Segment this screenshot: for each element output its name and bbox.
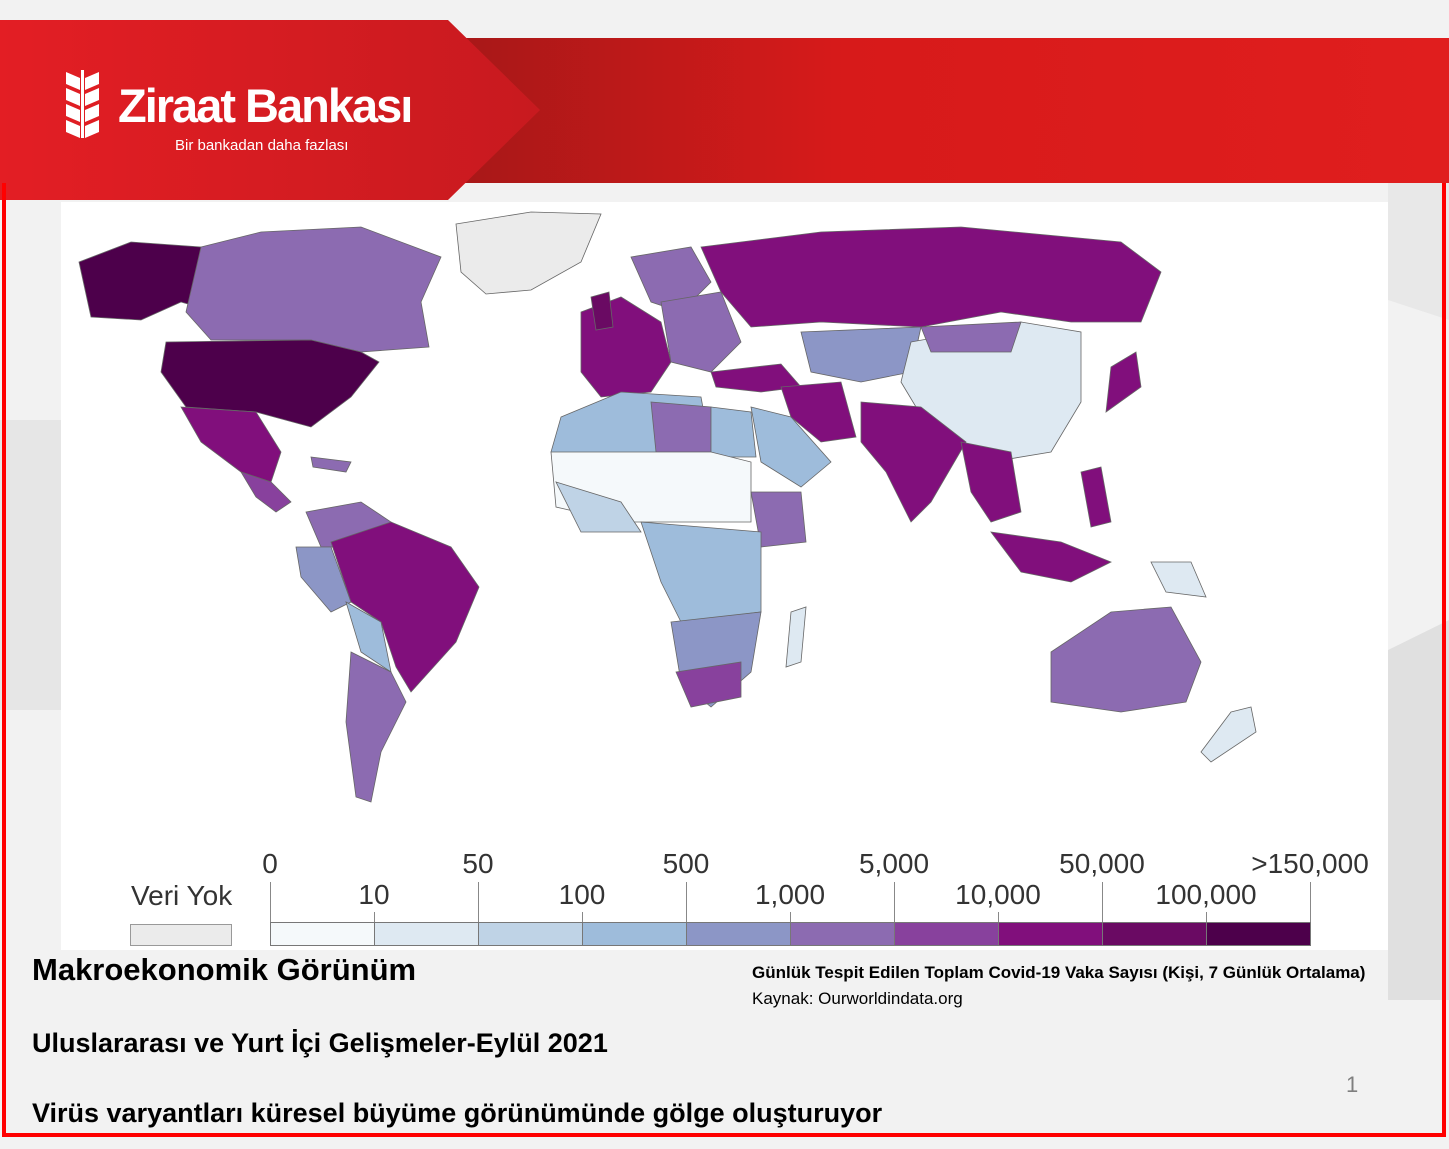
region-south-africa <box>675 661 742 708</box>
region-russia <box>700 226 1162 328</box>
region-greenland <box>455 211 602 295</box>
region-central-america <box>240 471 292 513</box>
region-brazil <box>330 521 480 693</box>
legend-color-cell <box>1206 922 1311 946</box>
brand-tagline: Bir bankadan daha fazlası <box>175 137 349 154</box>
legend-lower-label: 100,000 <box>1155 879 1257 910</box>
legend-tick <box>270 882 271 922</box>
legend-tick <box>686 882 687 922</box>
legend-lower-label: 10,000 <box>955 879 1041 910</box>
legend-tick <box>478 882 479 922</box>
legend-tick <box>1102 882 1103 922</box>
region-uk <box>590 291 614 331</box>
map-caption: Günlük Tespit Edilen Toplam Covid-19 Vak… <box>752 963 1366 982</box>
legend-tick <box>1206 912 1207 922</box>
region-mongolia <box>920 321 1022 353</box>
legend-lower-label: 1,000 <box>754 879 826 910</box>
slide-title: Makroekonomik Görünüm <box>32 952 417 987</box>
legend-color-cell <box>374 922 479 946</box>
region-new-zealand <box>1200 706 1257 763</box>
legend-color-cell <box>582 922 687 946</box>
legend-tick <box>582 912 583 922</box>
region-canada <box>185 226 442 353</box>
legend-upper-label: 50 <box>462 848 494 879</box>
legend-color-cell <box>894 922 999 946</box>
legend-tick <box>1310 882 1311 922</box>
region-turkey <box>710 363 802 393</box>
brand-name: Ziraat Bankası <box>118 79 413 132</box>
region-argentina <box>345 651 407 803</box>
region-eastern-europe <box>660 291 742 373</box>
page-number: 1 <box>1346 1072 1359 1097</box>
region-usa <box>160 339 380 428</box>
legend-color-cell <box>790 922 895 946</box>
region-caribbean <box>310 456 352 473</box>
region-japan <box>1105 351 1142 413</box>
region-australia <box>1050 606 1202 713</box>
legend-upper-label: 50,000 <box>1059 848 1145 879</box>
world-map <box>78 211 1257 803</box>
slide-subtitle: Uluslararası ve Yurt İçi Gelişmeler-Eylü… <box>32 1028 608 1058</box>
legend-tick <box>998 912 999 922</box>
legend-tick <box>374 912 375 922</box>
covid-map-panel: Veri Yok 0 50 500 5,000 50,000 >150,000 10 100 1… <box>61 202 1388 950</box>
legend-lower-label: 10 <box>358 879 390 910</box>
region-mexico <box>180 406 282 483</box>
legend-color-cell <box>686 922 791 946</box>
region-west-africa <box>555 481 642 533</box>
legend-lower-label: 100 <box>558 879 606 910</box>
header-banner-front <box>0 20 540 200</box>
legend-upper-label: 5,000 <box>858 848 930 879</box>
legend-color-cell <box>270 922 375 946</box>
region-egypt <box>710 406 757 458</box>
region-iran <box>780 381 857 443</box>
region-central-asia <box>800 326 922 383</box>
region-arabia <box>750 406 832 488</box>
region-peru <box>295 546 352 613</box>
legend-upper-label: >150,000 <box>1251 848 1369 879</box>
legend-no-data-label: Veri Yok <box>131 880 233 911</box>
legend-tick <box>790 912 791 922</box>
region-east-africa <box>750 491 807 548</box>
map-source: Kaynak: Ourworldindata.org <box>752 989 963 1008</box>
region-libya <box>650 401 712 453</box>
region-philippines <box>1080 466 1112 528</box>
header-banner-back <box>440 38 1449 183</box>
legend-color-cell <box>478 922 583 946</box>
legend-color-cell <box>1102 922 1207 946</box>
wheat-logo-icon <box>66 70 99 138</box>
region-central-africa <box>640 521 762 623</box>
region-indonesia <box>990 531 1112 583</box>
legend-no-data-swatch <box>130 924 232 946</box>
legend-color-cell <box>998 922 1103 946</box>
region-png <box>1150 561 1207 598</box>
legend-upper-label: 0 <box>262 848 278 879</box>
region-madagascar <box>785 606 807 668</box>
region-india <box>860 401 967 523</box>
legend-upper-label: 500 <box>662 848 710 879</box>
slide-frame <box>2 183 1446 1137</box>
slide-headline: Virüs varyantları küresel büyüme görünüm… <box>32 1098 883 1128</box>
legend-tick <box>894 882 895 922</box>
region-southeast-asia <box>960 441 1022 523</box>
